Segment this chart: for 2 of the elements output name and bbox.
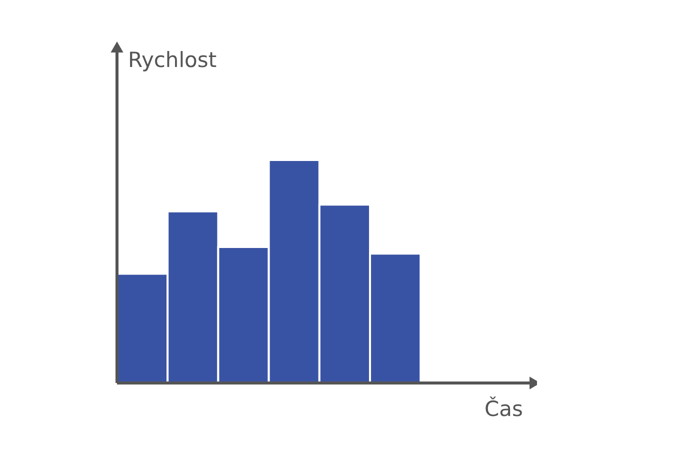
x-axis-title: Čas <box>484 396 523 421</box>
y-axis-title: Rychlost <box>128 48 217 72</box>
